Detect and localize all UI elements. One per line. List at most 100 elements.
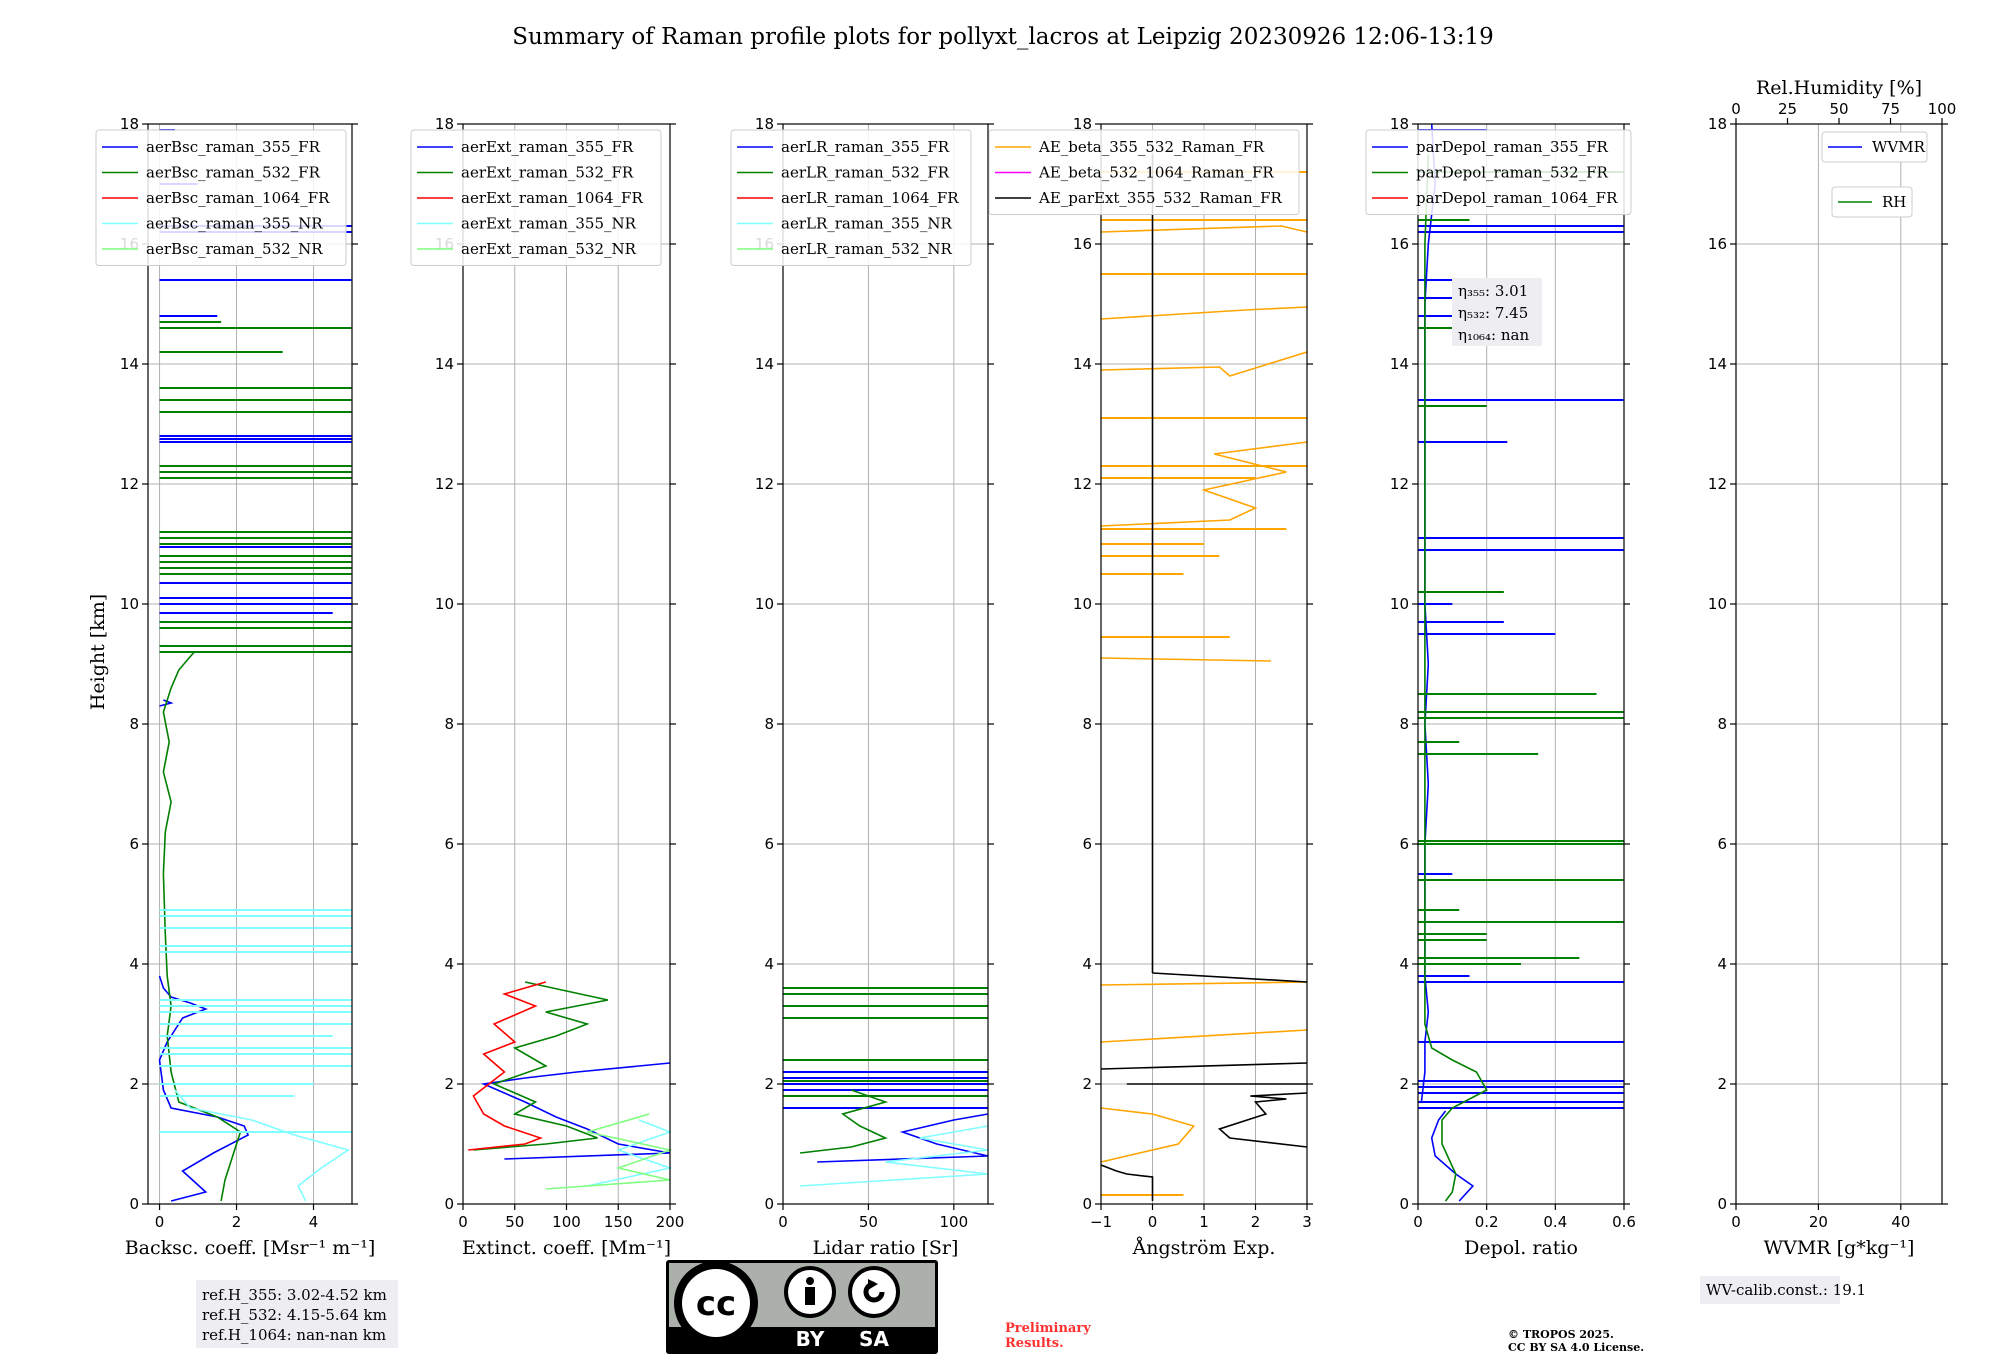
cc-by-sa-logo: cc BY SA — [666, 1260, 938, 1354]
depol-ytick-label: 8 — [1399, 715, 1409, 733]
depol-line-parDepol_raman_532_FR — [1424, 153, 1488, 1202]
depol-xtick-label: 0.4 — [1543, 1213, 1567, 1231]
ae-line-AE_beta_355_532_Raman_FR — [1100, 441, 1308, 527]
wv-ytick-label: 6 — [1717, 835, 1727, 853]
wv-calib-const: WV-calib.const.: 19.1 — [1706, 1281, 1866, 1299]
bsc-ytick-label: 8 — [129, 715, 139, 733]
depol-legend: parDepol_raman_355_FR parDepol_raman_532_… — [1365, 129, 1632, 215]
legend-box — [95, 129, 347, 266]
panel-lr: 024681012141618050100Lidar ratio [Sr]aer… — [730, 115, 994, 1259]
lr-ytick-label: 10 — [755, 595, 774, 613]
ext-ytick-label: 18 — [435, 115, 454, 133]
legend-label-aerBsc_raman_355_NR: aerBsc_raman_355_NR — [146, 215, 323, 233]
depol-eta-box: η₃₅₅: 3.01 η₅₃₂: 7.45 η₁₀₆₄: nan — [1452, 278, 1542, 346]
legend-label-aerBsc_raman_355_FR: aerBsc_raman_355_FR — [146, 138, 321, 156]
depol-ytick-label: 2 — [1399, 1075, 1409, 1093]
rh-top-tick-label: 25 — [1778, 100, 1797, 118]
depol-line-parDepol_raman_355_FR — [1420, 123, 1437, 1103]
depol-x-axis-label: Depol. ratio — [1464, 1237, 1578, 1259]
ext-xtick-label: 0 — [458, 1213, 468, 1231]
ae-xtick-label: 1 — [1199, 1213, 1209, 1231]
ae-ytick-label: 16 — [1073, 235, 1092, 253]
legend-label-aerExt_raman_355_FR: aerExt_raman_355_FR — [461, 138, 634, 156]
ext-line-aerExt_raman_1064_FR — [468, 981, 547, 1151]
lr-line-aerLR_raman_355_FR — [817, 1113, 989, 1163]
bsc-xtick-label: 0 — [155, 1213, 165, 1231]
bsc-line-aerBsc_raman_532_FR — [162, 651, 242, 1202]
depol-ytick-label: 18 — [1390, 115, 1409, 133]
lr-xtick-label: 50 — [859, 1213, 878, 1231]
ae-line-AE_parExt_355_532_Raman_FR — [1152, 972, 1308, 983]
depol-ytick-label: 14 — [1390, 355, 1409, 373]
ext-ytick-label: 8 — [444, 715, 454, 733]
eta-1064: η₁₀₆₄: nan — [1458, 326, 1529, 344]
depol-ytick-label: 4 — [1399, 955, 1409, 973]
depol-line-parDepol_raman_355_FR — [1430, 1110, 1475, 1202]
ae-line-AE_beta_355_532_Raman_FR — [1100, 351, 1308, 377]
ext-line-aerExt_raman_532_FR — [473, 981, 609, 1151]
lr-legend: aerLR_raman_355_FR aerLR_raman_532_FR aerL… — [730, 129, 972, 266]
legend-label-AE_beta_355_532_Raman_FR: AE_beta_355_532_Raman_FR — [1038, 138, 1265, 156]
bsc-xtick-label: 2 — [232, 1213, 242, 1231]
ext-xtick-label: 150 — [604, 1213, 633, 1231]
wv-xtick-label: 20 — [1809, 1213, 1828, 1231]
bsc-ytick-label: 10 — [120, 595, 139, 613]
bsc-ref-height-box: ref.H_355: 3.02-4.52 km ref.H_532: 4.15-… — [196, 1280, 398, 1348]
ref-h-532: ref.H_532: 4.15-5.64 km — [202, 1306, 387, 1324]
ae-ytick-label: 12 — [1073, 475, 1092, 493]
legend-box — [1821, 131, 1928, 163]
panel-depol: 0 2 4 6 8 10 12 14 16 18 0 0.2 0.4 0.6 Depol. ratio par… — [1365, 115, 1636, 1259]
rh-top-axis-label: Rel.Humidity [%] — [1756, 77, 1922, 99]
wv-x-axis-label: WVMR [g*kg⁻¹] — [1764, 1237, 1915, 1259]
ae-ytick-label: 8 — [1082, 715, 1092, 733]
wv-legend: WVMR RH — [1821, 131, 1928, 218]
ext-ytick-label: 4 — [444, 955, 454, 973]
depol-ytick-label: 16 — [1390, 235, 1409, 253]
depol-xtick-label: 0 — [1413, 1213, 1423, 1231]
ae-ytick-label: 6 — [1082, 835, 1092, 853]
bsc-x-axis-label: Backsc. coeff. [Msr⁻¹ m⁻¹] — [125, 1237, 376, 1259]
legend-box — [988, 129, 1300, 215]
y-axis-label: Height [km] — [87, 594, 109, 710]
ext-ytick-label: 10 — [435, 595, 454, 613]
ae-legend: AE_beta_355_532_Raman_FR AE_beta_532_1064… — [988, 129, 1300, 215]
wv-ytick-label: 8 — [1717, 715, 1727, 733]
depol-ytick-label: 10 — [1390, 595, 1409, 613]
share-alike-icon — [848, 1266, 900, 1318]
ext-ytick-label: 14 — [435, 355, 454, 373]
ext-ytick-label: 0 — [444, 1195, 454, 1213]
ae-line-AE_parExt_355_532_Raman_FR — [1100, 1062, 1308, 1070]
preliminary-line-2: Results. — [1005, 1336, 1064, 1351]
ae-xtick-label: 3 — [1302, 1213, 1312, 1231]
ae-ytick-label: 18 — [1073, 115, 1092, 133]
by-text: BY — [796, 1327, 825, 1351]
legend-label-aerBsc_raman_532_NR: aerBsc_raman_532_NR — [146, 240, 323, 258]
ae-line-AE_beta_355_532_Raman_FR — [1100, 306, 1308, 320]
lr-line-aerLR_raman_532_FR — [800, 1089, 889, 1154]
legend-label-aerLR_raman_355_FR: aerLR_raman_355_FR — [781, 138, 950, 156]
ae-line-AE_beta_355_532_Raman_FR — [1100, 981, 1308, 986]
figure-title: Summary of Raman profile plots for polly… — [512, 24, 1494, 50]
ref-h-1064: ref.H_1064: nan-nan km — [202, 1326, 386, 1344]
copyright-line-1: © TROPOS 2025. — [1508, 1328, 1614, 1341]
panel-ext: 024681012141618050100150200Extinct. coef… — [410, 115, 684, 1259]
ae-xtick-label: −1 — [1090, 1213, 1112, 1231]
lr-ytick-label: 0 — [764, 1195, 774, 1213]
legend-label-RH: RH — [1882, 193, 1906, 211]
bsc-ytick-label: 0 — [129, 1195, 139, 1213]
legend-label-aerLR_raman_532_NR: aerLR_raman_532_NR — [781, 240, 952, 258]
legend-label-parDepol_raman_1064_FR: parDepol_raman_1064_FR — [1416, 189, 1618, 207]
ae-xtick-label: 0 — [1148, 1213, 1158, 1231]
wv-ytick-label: 4 — [1717, 955, 1727, 973]
ae-line-AE_parExt_355_532_Raman_FR — [1100, 1164, 1154, 1201]
lr-ytick-label: 6 — [764, 835, 774, 853]
legend-label-parDepol_raman_355_FR: parDepol_raman_355_FR — [1416, 138, 1609, 156]
lr-x-axis-label: Lidar ratio [Sr] — [813, 1237, 959, 1259]
wv-calib-box: WV-calib.const.: 19.1 — [1700, 1276, 1866, 1304]
attribution-icon — [784, 1266, 836, 1318]
lr-ytick-label: 14 — [755, 355, 774, 373]
legend-box — [730, 129, 972, 266]
bsc-ytick-label: 12 — [120, 475, 139, 493]
ae-xtick-label: 2 — [1251, 1213, 1261, 1231]
